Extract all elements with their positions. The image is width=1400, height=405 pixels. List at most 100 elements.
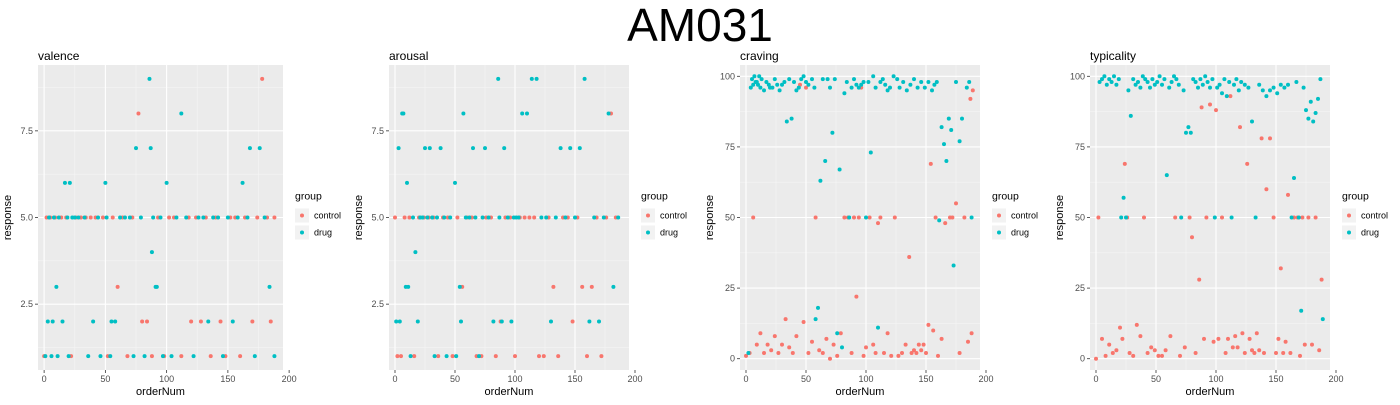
tick-label-x: 50: [450, 374, 460, 384]
tick-label-x: 100: [858, 374, 873, 384]
data-point-drug: [1296, 215, 1301, 220]
data-point-control: [167, 215, 172, 220]
data-point-drug: [750, 77, 754, 82]
data-point-control: [1107, 342, 1112, 347]
data-point-drug: [1100, 77, 1104, 82]
data-point-drug: [901, 79, 906, 84]
data-point-drug: [1246, 85, 1251, 90]
legend-key-control: [646, 213, 650, 218]
x-axis-title: orderNum: [485, 386, 534, 398]
chart-title: craving: [740, 49, 779, 63]
data-point-drug: [861, 79, 866, 84]
data-point-drug: [1186, 125, 1191, 130]
tick-label-y: 25: [725, 283, 735, 293]
data-point-control: [968, 96, 973, 101]
data-point-drug: [762, 88, 766, 93]
data-point-drug: [922, 85, 927, 90]
data-point-control: [1142, 215, 1146, 220]
tick-label-y: 2.5: [371, 299, 384, 309]
data-point-drug: [878, 79, 883, 84]
data-point-control: [393, 215, 397, 220]
chart-valence: 0 50 100 150 200 2.5 5.0 7.5 valence orderNum resp…: [2, 49, 341, 398]
data-point-drug: [939, 125, 944, 130]
data-point-drug: [438, 146, 443, 151]
data-point-drug: [601, 215, 606, 220]
data-point-control: [896, 353, 901, 358]
data-point-drug: [158, 215, 163, 220]
data-point-control: [882, 351, 886, 356]
data-point-control: [765, 342, 770, 347]
data-point-drug: [164, 180, 169, 185]
data-point-drug: [758, 85, 763, 90]
data-point-drug: [1181, 88, 1186, 93]
data-point-control: [436, 354, 441, 359]
data-point-drug: [573, 215, 577, 220]
data-point-drug: [108, 354, 113, 359]
data-point-drug: [1140, 74, 1145, 79]
data-point-drug: [611, 284, 616, 289]
data-point-drug: [1253, 215, 1258, 220]
y-axis-title: response: [1054, 195, 1066, 240]
data-point-drug: [1155, 79, 1160, 84]
data-point-drug: [1299, 308, 1304, 313]
data-point-control: [208, 354, 213, 359]
data-point-control: [1281, 351, 1286, 356]
data-point-drug: [1131, 77, 1136, 82]
data-point-control: [1278, 266, 1283, 271]
data-point-drug: [191, 354, 196, 359]
data-point-drug: [1217, 82, 1222, 87]
tick-label-y: 100: [1070, 71, 1085, 81]
data-point-drug: [235, 215, 240, 220]
data-point-control: [100, 215, 105, 220]
data-point-drug: [516, 215, 521, 220]
data-point-control: [537, 354, 541, 359]
data-point-control: [889, 353, 894, 358]
data-point-drug: [775, 82, 780, 87]
data-point-control: [1262, 351, 1266, 356]
data-point-control: [522, 215, 527, 220]
data-point-drug: [45, 319, 50, 324]
legend-key-control: [300, 213, 304, 218]
data-point-control: [936, 353, 940, 358]
data-point-drug: [104, 215, 109, 220]
data-point-drug: [1136, 79, 1140, 84]
legend-key-drug: [1347, 230, 1351, 235]
data-point-drug: [405, 180, 409, 185]
data-point-drug: [864, 215, 868, 220]
data-point-drug: [473, 215, 478, 220]
data-point-drug: [397, 319, 402, 324]
data-point-control: [926, 322, 931, 327]
data-point-drug: [1278, 82, 1283, 87]
data-point-drug: [780, 82, 784, 87]
legend-label-drug: drug: [1011, 228, 1029, 238]
data-point-drug: [401, 111, 406, 116]
data-point-control: [1240, 331, 1245, 336]
data-point-drug: [138, 215, 143, 220]
data-point-control: [876, 221, 880, 226]
data-point-drug: [529, 76, 534, 81]
data-point-drug: [1203, 74, 1208, 79]
page-title: AM031: [627, 0, 773, 51]
data-point-drug: [1119, 215, 1124, 220]
data-point-drug: [1138, 85, 1143, 90]
data-point-drug: [413, 250, 418, 255]
data-point-drug: [406, 284, 411, 289]
data-point-drug: [56, 215, 61, 220]
data-point-control: [1173, 215, 1178, 220]
data-point-control: [861, 353, 866, 358]
data-point-control: [1286, 192, 1290, 197]
data-point-drug: [796, 85, 801, 90]
legend-label-drug: drug: [314, 228, 332, 238]
data-point-drug: [435, 215, 439, 220]
data-point-control: [854, 294, 859, 299]
data-point-control: [873, 351, 878, 356]
data-point-drug: [782, 79, 787, 84]
data-point-control: [831, 342, 836, 347]
series-drug: [43, 76, 277, 359]
data-point-drug: [432, 354, 437, 359]
data-point-drug: [587, 319, 592, 324]
tick-label-y: 75: [1075, 142, 1085, 152]
data-point-drug: [582, 76, 587, 81]
data-point-drug: [103, 180, 108, 185]
